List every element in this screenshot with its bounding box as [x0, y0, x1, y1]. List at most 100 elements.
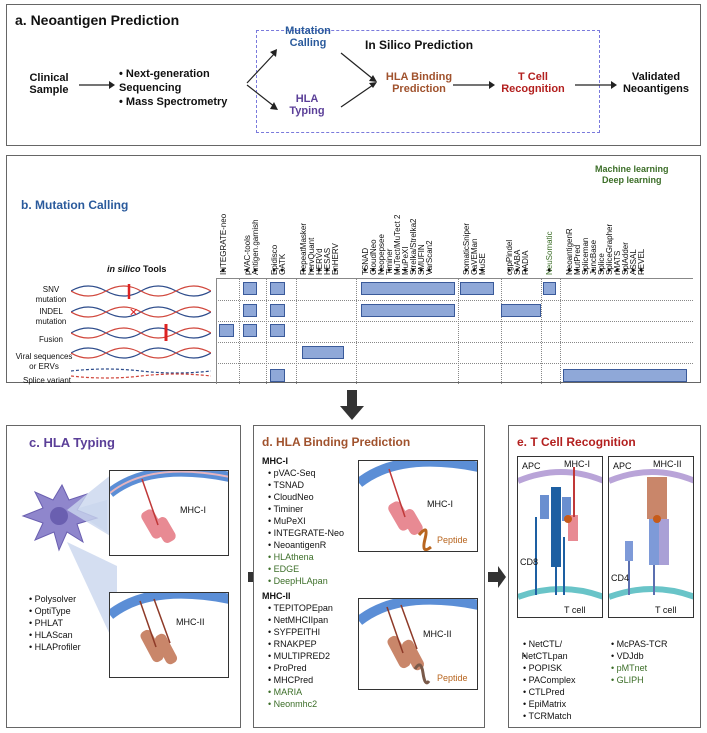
tool-item: MULTIPRED2 [268, 650, 333, 662]
grid-vline [541, 278, 542, 384]
tool-item: TCRMatch [523, 710, 576, 722]
panel-a: a. Neoantigen Prediction Clinical Sample… [6, 4, 701, 146]
tool-item: EDGE [268, 563, 344, 575]
tool-item: OptiType [29, 605, 81, 617]
panel-e: e. T Cell Recognition APC MHC-I CD8 T ce… [508, 425, 701, 728]
tcell-mhc1-box: APC MHC-I CD8 T cell [517, 456, 603, 618]
tool-item: SYFPEITHI [268, 626, 333, 638]
tool-item: MuPeXI [268, 515, 344, 527]
tool-bullet: ● [317, 267, 322, 274]
bar-snv-tsnad [361, 282, 455, 295]
row-label-indel: INDEL mutation [35, 307, 67, 326]
grid-hline [216, 300, 693, 301]
tool-item: TSNAD [268, 479, 344, 491]
tool-bullet: ● [403, 267, 408, 274]
tool-bullet: ● [615, 267, 620, 274]
grid-vline [239, 278, 240, 384]
tcell-label-2: T cell [655, 605, 677, 615]
tool-bullet: ● [221, 267, 226, 274]
bar-snv-pvac [243, 282, 257, 295]
cd4-label: CD4 [611, 573, 630, 583]
in-silico-box [256, 30, 600, 133]
svg-text:✕: ✕ [129, 307, 138, 319]
hla-typing-label: HLA Typing [289, 93, 325, 117]
mhc2-label-c: MHC-II [176, 617, 205, 627]
bar-indel-pindel [501, 304, 541, 317]
tool-item: McPAS-TCR [611, 638, 668, 650]
grid-hline [216, 363, 693, 364]
tool-bullet: ● [419, 267, 424, 274]
tool-bullet: ● [253, 267, 258, 274]
row-label-viral: Viral sequences or ERVs [15, 352, 73, 371]
bar-indel-pvac [243, 304, 257, 317]
arrow-down [340, 390, 364, 420]
panel-b-title: b. Mutation Calling [21, 198, 129, 212]
tool-item: CTLPred [523, 686, 576, 698]
grid-hline [216, 321, 693, 322]
tool-item: NetMHCIIpan [268, 614, 333, 626]
tool-bullet: ● [245, 267, 250, 274]
arrow-tcell-validated [575, 81, 617, 89]
tool-bullet: ● [515, 267, 520, 274]
bar-fusion-pvac [243, 324, 257, 337]
method-list: Next-generation Sequencing Mass Spectrom… [119, 67, 249, 109]
ml-label: Machine learning Deep learning [595, 164, 669, 185]
bar-indel-tsnad [361, 304, 455, 317]
tool-item: EpiMatrix [523, 698, 576, 710]
tool-item: HLAthena [268, 551, 344, 563]
validated-label: Validated Neoantigens [622, 71, 689, 95]
tool-bullet: ● [395, 267, 400, 274]
mhc2-label-d: MHC-II [423, 629, 452, 639]
mhc1-label-d: MHC-I [427, 499, 453, 509]
grid-vline [560, 278, 561, 384]
tool-bullet: ● [480, 267, 485, 274]
tool-item: pVAC-Seq [268, 467, 344, 479]
mhc1-tool-list: pVAC-Seq TSNAD CloudNeo Timiner MuPeXI I… [268, 467, 345, 587]
mhc1-label-e: MHC-I [564, 459, 590, 469]
tcell-tools-col2: McPAS-TCR VDJdb pMTnet GLIPH [611, 638, 668, 686]
dna-illustrations: ✕ [71, 284, 211, 379]
tcell-mhc2-box: APC MHC-II CD4 T cell [608, 456, 694, 618]
tool-bullet: ● [427, 267, 432, 274]
method-item: Mass Spectrometry [119, 95, 249, 109]
tool-item: HLAProfiler [29, 641, 81, 653]
mhc1-box-c: MHC-I [109, 470, 229, 556]
tool-item: INTEGRATE-Neo [268, 527, 344, 539]
panel-b: b. Mutation Calling Machine learning Dee… [6, 155, 701, 385]
grid-frame [216, 278, 693, 384]
tool-item: POPISK [523, 662, 576, 674]
grid-vline [356, 278, 357, 384]
mhc2-header: MHC-II [262, 591, 291, 601]
panel-a-title: a. Neoantigen Prediction [15, 12, 180, 28]
tool-bullet: ● [599, 267, 604, 274]
clinical-sample-label: Clinical Sample [29, 72, 69, 96]
bar-splice-epidisco [270, 369, 285, 382]
tool-item: MHCPred [268, 674, 333, 686]
tool-item: HLAScan [29, 629, 81, 641]
tcell-label-1: T cell [564, 605, 586, 615]
arrows-to-mutation-hla [246, 49, 278, 110]
bar-indel-epidisco [270, 304, 285, 317]
tool-bullet: ● [387, 267, 392, 274]
row-label-fusion: Fusion [38, 335, 63, 344]
tool-item: DeepHLApan [268, 575, 344, 587]
mhc2-box-d: MHC-II Peptide [358, 598, 478, 690]
tool-bullet: ● [607, 267, 612, 274]
panel-e-title: e. T Cell Recognition [517, 435, 636, 449]
tool-item: RNAKPEP [268, 638, 333, 650]
tool-bullet: ● [639, 267, 644, 274]
tool-bullet: ● [309, 267, 314, 274]
bar-snv-neusomatic [543, 282, 556, 295]
panel-d-title: d. HLA Binding Prediction [262, 435, 411, 449]
mutation-calling-label: Mutation Calling [285, 25, 331, 49]
tool-item: Timiner [268, 503, 344, 515]
tool-bullet: ● [591, 267, 596, 274]
arrows-to-hla-binding [340, 52, 377, 108]
peptide-label-2: Peptide [437, 673, 468, 683]
panel-d: d. HLA Binding Prediction MHC-I pVAC-Seq… [253, 425, 485, 728]
grid-vline [501, 278, 502, 384]
apc-label-2: APC [613, 461, 632, 471]
tool-item: VDJdb [611, 650, 668, 662]
arrow-binding-tcell [453, 81, 495, 89]
tool-bullet: ● [575, 267, 580, 274]
